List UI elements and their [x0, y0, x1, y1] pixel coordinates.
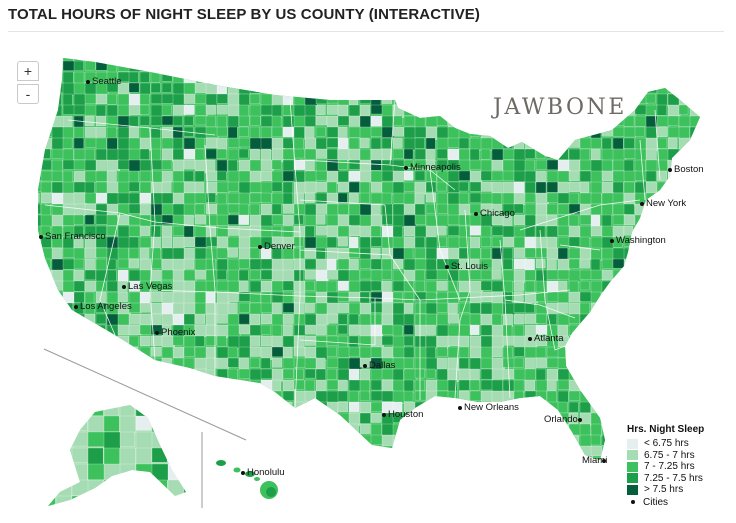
- legend-cities-item: Cities: [627, 496, 727, 509]
- legend-item: 7.25 - 7.5 hrs: [627, 473, 727, 485]
- city-label: Minneapolis: [410, 162, 461, 173]
- city-marker[interactable]: [155, 331, 159, 335]
- city-marker[interactable]: [39, 235, 43, 239]
- zoom-in-button[interactable]: +: [17, 61, 39, 81]
- city-label: Seattle: [92, 76, 122, 87]
- map-title: TOTAL HOURS OF NIGHT SLEEP BY US COUNTY …: [8, 6, 481, 23]
- hawaii[interactable]: [216, 460, 278, 499]
- legend-item: 6.75 - 7 hrs: [627, 450, 727, 462]
- city-label: Orlando: [544, 414, 578, 425]
- city-label: Washington: [616, 235, 666, 246]
- inset-separator-line: [43, 348, 247, 441]
- state-borders: [44, 99, 661, 409]
- city-label: Miami: [582, 455, 608, 466]
- city-marker[interactable]: [528, 337, 532, 341]
- city-marker[interactable]: [241, 471, 245, 475]
- legend-swatch: [627, 473, 638, 484]
- city-marker[interactable]: [578, 418, 582, 422]
- city-marker[interactable]: [474, 212, 478, 216]
- city-label: Las Vegas: [128, 281, 173, 292]
- city-label: Los Angeles: [80, 301, 132, 312]
- city-label: Phoenix: [161, 327, 196, 338]
- city-marker[interactable]: [382, 413, 386, 417]
- legend-swatch: [627, 438, 638, 449]
- zoom-out-button[interactable]: -: [17, 84, 39, 104]
- city-label: Dallas: [369, 360, 396, 371]
- city-marker[interactable]: [86, 80, 90, 84]
- city-marker[interactable]: [258, 245, 262, 249]
- city-label: New Orleans: [464, 402, 519, 413]
- legend-swatch: [627, 484, 638, 495]
- city-label: Houston: [388, 409, 424, 420]
- legend-item: > 7.5 hrs: [627, 484, 727, 496]
- legend-title: Hrs. Night Sleep: [627, 424, 705, 435]
- city-marker[interactable]: [445, 265, 449, 269]
- city-marker[interactable]: [458, 406, 462, 410]
- city-label: Denver: [264, 241, 295, 252]
- legend-swatch: [627, 461, 638, 472]
- legend-swatch: [627, 450, 638, 461]
- city-dot-icon: [631, 500, 635, 504]
- city-marker[interactable]: [668, 168, 672, 172]
- legend-item: 7 - 7.25 hrs: [627, 461, 727, 473]
- city-label: Boston: [674, 164, 704, 175]
- city-label: Chicago: [480, 208, 515, 219]
- alaska[interactable]: [40, 400, 202, 514]
- legend: Hrs. Night Sleep < 6.75 hrs 6.75 - 7 hrs…: [627, 424, 727, 509]
- city-marker[interactable]: [74, 305, 78, 309]
- city-marker[interactable]: [363, 364, 367, 368]
- city-marker[interactable]: [404, 166, 408, 170]
- legend-item: < 6.75 hrs: [627, 438, 727, 450]
- jawbone-logo: JAWBONE: [493, 95, 627, 120]
- city-marker[interactable]: [640, 202, 644, 206]
- title-divider: [8, 31, 724, 32]
- city-marker[interactable]: [610, 239, 614, 243]
- city-label: New York: [646, 198, 687, 209]
- city-label: Honolulu: [247, 467, 285, 478]
- city-marker[interactable]: [602, 459, 606, 463]
- alaska-counties[interactable]: [40, 400, 202, 514]
- city-label: San Francisco: [45, 231, 106, 242]
- city-markers[interactable]: [39, 80, 672, 475]
- city-marker[interactable]: [122, 285, 126, 289]
- city-label: St. Louis: [451, 261, 488, 272]
- city-label: Atlanta: [534, 333, 564, 344]
